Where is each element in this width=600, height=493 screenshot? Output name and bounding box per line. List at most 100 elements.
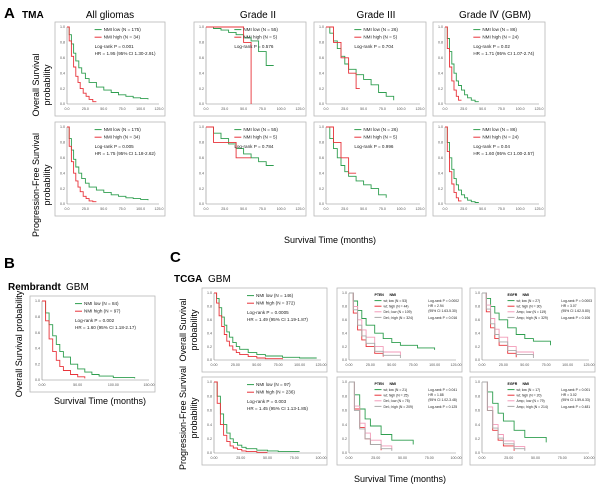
survival-curve <box>326 26 360 90</box>
row-ylabel-c-os-2: probability <box>189 309 199 351</box>
chart-a-pfs-g2: 0.0 0.2 0.4 0.6 0.8 1.0 0.0 25.0 50.0 75.0 100.0 12… <box>193 121 307 217</box>
x-tick-label: 50.00 <box>531 456 540 460</box>
y-tick-label: 1.0 <box>319 25 324 29</box>
y-tick-label: 0.0 <box>475 358 480 362</box>
x-tick-label: 0.0 <box>65 207 70 211</box>
x-tick-label: 100.0 <box>277 107 286 111</box>
x-tick-label: 0.0 <box>443 207 448 211</box>
y-tick-label: 0.0 <box>207 451 212 455</box>
x-tick-label: 25.0 <box>221 207 228 211</box>
x-tick-label: 25.0 <box>460 107 467 111</box>
panel-b-subtitle: GBM <box>66 282 89 293</box>
x-tick-label: 100.0 <box>136 207 145 211</box>
x-tick-label: 125.0 <box>416 207 425 211</box>
survival-curve <box>206 126 274 166</box>
y-tick-label: 0.8 <box>319 41 324 45</box>
plot-frame <box>313 121 427 217</box>
y-tick-label: 0.2 <box>60 87 65 91</box>
x-tick-label: 25.00 <box>236 456 245 460</box>
panel-c-dataset: TCGA <box>174 274 202 285</box>
y-tick-label: 0.6 <box>319 56 324 60</box>
y-tick-label: 0.8 <box>475 394 480 398</box>
y-tick-label: 0.2 <box>60 187 65 191</box>
x-tick-label: 50.00 <box>252 363 261 367</box>
gene-header: EGFR <box>508 293 518 297</box>
x-tick-label: 25.00 <box>504 456 513 460</box>
x-tick-label: 100.00 <box>108 383 119 387</box>
y-tick-label: 0.6 <box>207 409 212 413</box>
plot-frame <box>29 295 156 393</box>
x-tick-label: 0.00 <box>211 456 218 460</box>
y-tick-label: 0.0 <box>207 358 212 362</box>
stat-annotation: Log-rank P = 0.0005 <box>247 310 289 315</box>
survival-curve <box>349 292 401 358</box>
x-tick-label: 25.00 <box>231 363 240 367</box>
panel-a-dataset: TMA <box>22 10 44 21</box>
panel-c-xlabel: Survival Time (months) <box>354 474 446 484</box>
y-tick-label: 0.4 <box>207 423 212 427</box>
y-tick-label: 0.6 <box>475 409 480 413</box>
legend-entry: NMI high (N = 34) <box>104 135 141 140</box>
x-tick-label: 100.0 <box>516 107 525 111</box>
x-tick-label: 25.0 <box>460 207 467 211</box>
x-tick-label: 0.00 <box>479 363 486 367</box>
x-tick-label: 0.0 <box>204 107 209 111</box>
column-title-grade-3: Grade III <box>357 10 396 21</box>
x-tick-label: 75.0 <box>119 107 126 111</box>
legend-entry: Del.; low (N = 109) <box>384 310 412 314</box>
panel-c-subtitle: GBM <box>208 274 231 285</box>
x-tick-label: 50.0 <box>479 207 486 211</box>
chart-a-pfs-all: 0.0 0.2 0.4 0.6 0.8 1.0 0.0 25.0 50.0 75.0 100.0 12… <box>54 121 166 217</box>
legend-entry: NMI low (N = 86) <box>482 27 517 32</box>
y-tick-label: 0.6 <box>319 156 324 160</box>
stat-annotation: Log-rank P = 0.005 <box>95 144 135 149</box>
x-tick-label: 125.0 <box>296 107 305 111</box>
stat-annotation: HR = 3.02 <box>561 393 576 397</box>
legend-entry: Del.; high (N = 209) <box>384 405 414 409</box>
y-tick-label: 0.2 <box>475 437 480 441</box>
survival-curve <box>214 292 317 359</box>
survival-curve <box>214 381 268 453</box>
chart-a-os-g3: 0.0 0.2 0.4 0.6 0.8 1.0 0.0 25.0 50.0 75.0 100.0 12… <box>313 21 427 117</box>
survival-curve <box>67 26 149 100</box>
chart-c-pfs-main: 0.0 0.2 0.4 0.6 0.8 1.0 0.00 25.00 50.00 75.00 100… <box>201 376 328 466</box>
column-title-all-gliomas: All gliomas <box>86 10 134 21</box>
x-tick-label: 50.0 <box>240 107 247 111</box>
survival-curve <box>206 26 274 66</box>
x-tick-label: 100.00 <box>562 363 573 367</box>
y-tick-label: 0.6 <box>475 318 480 322</box>
x-tick-label: 100.0 <box>397 107 406 111</box>
y-tick-label: 0.4 <box>438 171 443 175</box>
x-tick-label: 0.00 <box>346 456 353 460</box>
x-tick-label: 150.00 <box>144 383 155 387</box>
stat-annotation: Log-rank P = 0.481 <box>561 405 590 409</box>
legend-entry: NMI high (N = 97) <box>84 309 121 314</box>
legend-entry: NMI high (N = 236) <box>256 390 295 395</box>
x-tick-label: 50.00 <box>73 383 82 387</box>
y-tick-label: 0.6 <box>60 156 65 160</box>
y-tick-label: 0.8 <box>438 41 443 45</box>
y-tick-label: 0.2 <box>207 345 212 349</box>
legend-entry: wt; low (N = 17) <box>517 388 541 392</box>
x-tick-label: 100.0 <box>277 207 286 211</box>
survival-curve <box>445 26 462 101</box>
x-tick-label: 75.00 <box>274 363 283 367</box>
y-tick-label: 0.0 <box>342 358 347 362</box>
panel-b-xlabel: Survival Time (months) <box>54 396 146 406</box>
y-tick-label: 0.4 <box>199 171 204 175</box>
y-tick-label: 1.0 <box>207 291 212 295</box>
y-tick-label: 0.4 <box>199 71 204 75</box>
y-tick-label: 0.0 <box>319 202 324 206</box>
x-tick-label: 75.00 <box>409 363 418 367</box>
survival-curve <box>349 292 436 350</box>
x-tick-label: 125.0 <box>416 107 425 111</box>
x-tick-label: 100.00 <box>584 456 595 460</box>
x-tick-label: 25.0 <box>82 107 89 111</box>
stat-annotation: HR = 1.71 (95% CI 1.07-2.74) <box>473 51 534 56</box>
legend-entry: wt; high (N = 44) <box>384 305 409 309</box>
y-tick-label: 0.0 <box>199 102 204 106</box>
row-ylabel-a-os-1: Overall Survival <box>31 53 41 116</box>
survival-curve <box>42 300 86 379</box>
x-tick-label: 100.00 <box>316 456 327 460</box>
